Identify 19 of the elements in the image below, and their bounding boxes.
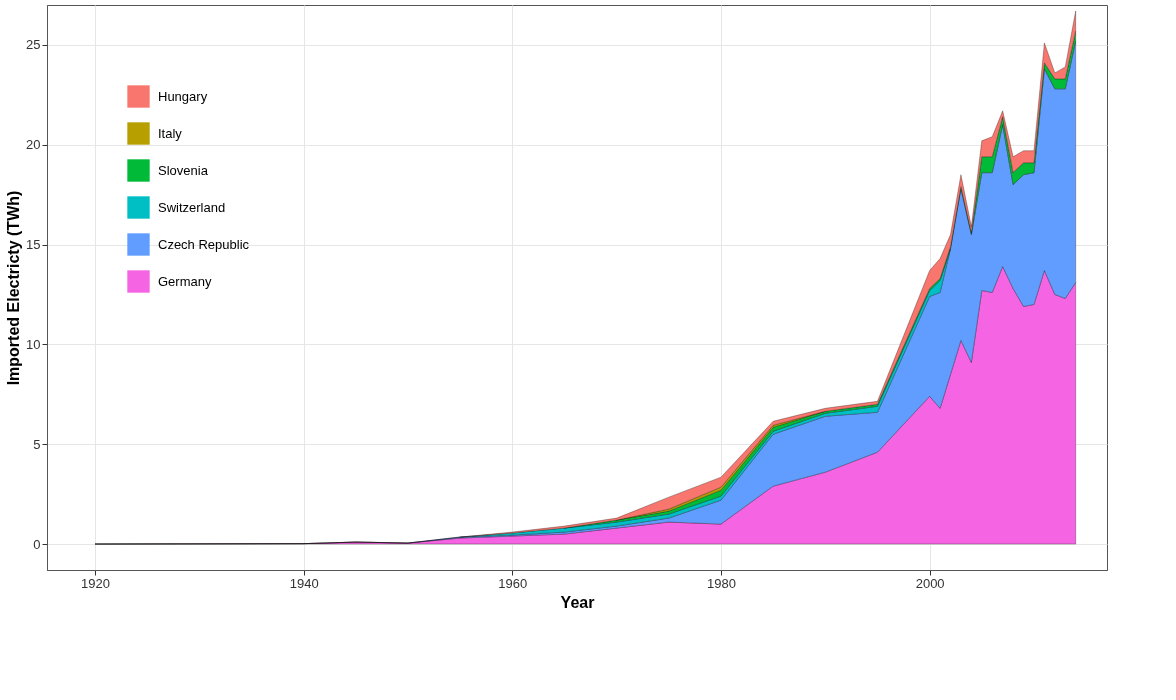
legend-label: Czech Republic [158, 236, 250, 252]
y-tick-label: 10 [26, 336, 41, 352]
x-tick-label: 1980 [707, 575, 736, 591]
x-tick-label: 1940 [289, 575, 319, 591]
legend-label: Hungary [158, 88, 208, 104]
y-tick-label: 25 [26, 37, 41, 53]
legend-label: Slovenia [158, 162, 209, 178]
legend-label: Switzerland [158, 199, 226, 215]
x-axis-title: Year [560, 593, 595, 611]
y-tick-label: 15 [26, 237, 41, 253]
x-tick-label: 2000 [915, 575, 945, 591]
legend-label: Germany [158, 273, 212, 289]
y-axis-title: Imported Electricty (TWh) [5, 190, 23, 386]
legend-label: Italy [158, 125, 183, 141]
y-tick-label: 0 [33, 536, 41, 552]
y-tick-label: 5 [33, 436, 41, 452]
x-tick-label: 1960 [498, 575, 528, 591]
y-tick-label: 20 [26, 137, 41, 153]
x-tick-label: 1920 [81, 575, 110, 591]
